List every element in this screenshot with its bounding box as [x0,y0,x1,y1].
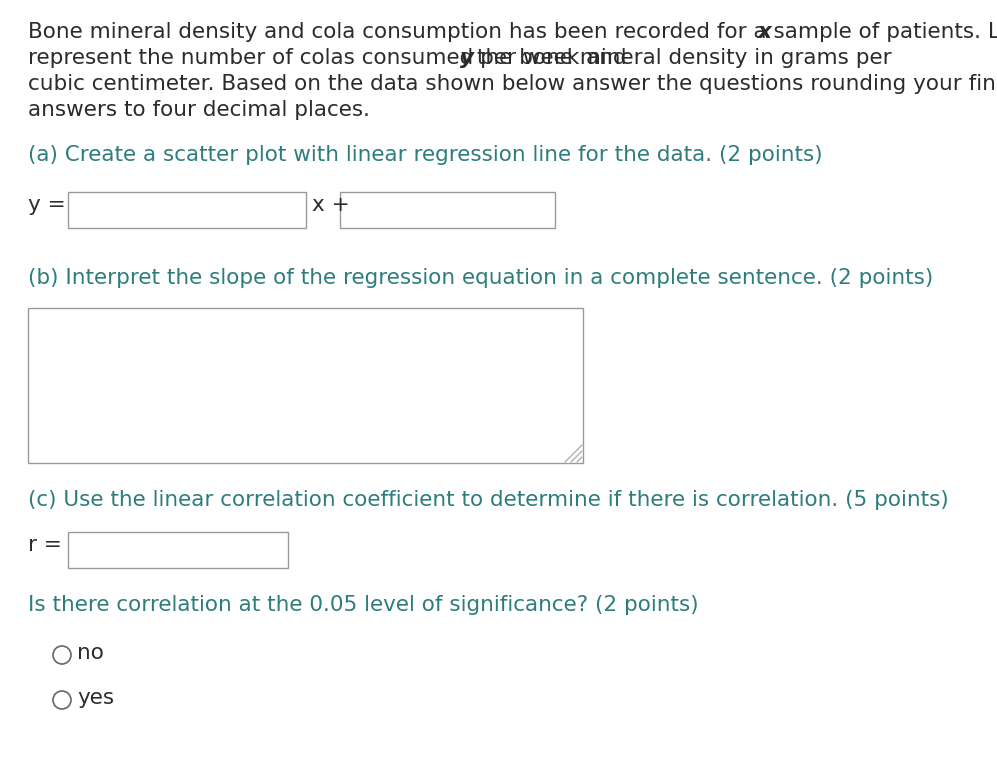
Bar [68,192,306,228]
Text: (a) Create a scatter plot with linear regression line for the data. (2 points): (a) Create a scatter plot with linear re… [28,145,823,165]
Text: (b) Interpret the slope of the regression equation in a complete sentence. (2 po: (b) Interpret the slope of the regressio… [28,268,933,288]
Text: x +: x + [312,195,350,215]
Text: y =: y = [28,195,66,215]
Text: Bone mineral density and cola consumption has been recorded for a sample of pati: Bone mineral density and cola consumptio… [28,22,997,42]
Text: y: y [460,48,474,68]
Text: x: x [758,22,772,42]
Bar [28,308,583,463]
Text: Is there correlation at the 0.05 level of significance? (2 points): Is there correlation at the 0.05 level o… [28,595,699,615]
Text: cubic centimeter. Based on the data shown below answer the questions rounding yo: cubic centimeter. Based on the data show… [28,74,997,94]
Text: (c) Use the linear correlation coefficient to determine if there is correlation.: (c) Use the linear correlation coefficie… [28,490,949,510]
Bar [68,532,288,568]
Text: represent the number of colas consumed per week and: represent the number of colas consumed p… [28,48,633,68]
Text: the bone mineral density in grams per: the bone mineral density in grams per [470,48,891,68]
Text: answers to four decimal places.: answers to four decimal places. [28,100,370,120]
Text: yes: yes [77,688,114,708]
Text: no: no [77,643,104,663]
Text: r =: r = [28,535,62,555]
Bar [340,192,555,228]
